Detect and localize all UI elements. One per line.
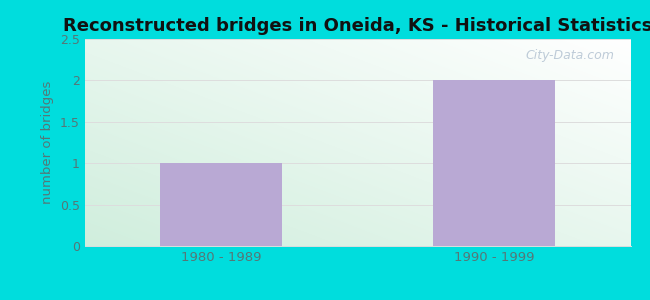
Title: Reconstructed bridges in Oneida, KS - Historical Statistics: Reconstructed bridges in Oneida, KS - Hi… [63, 17, 650, 35]
Bar [433, 80, 556, 246]
Y-axis label: number of bridges: number of bridges [41, 81, 54, 204]
Text: City-Data.com: City-Data.com [525, 49, 614, 62]
Bar [160, 163, 282, 246]
